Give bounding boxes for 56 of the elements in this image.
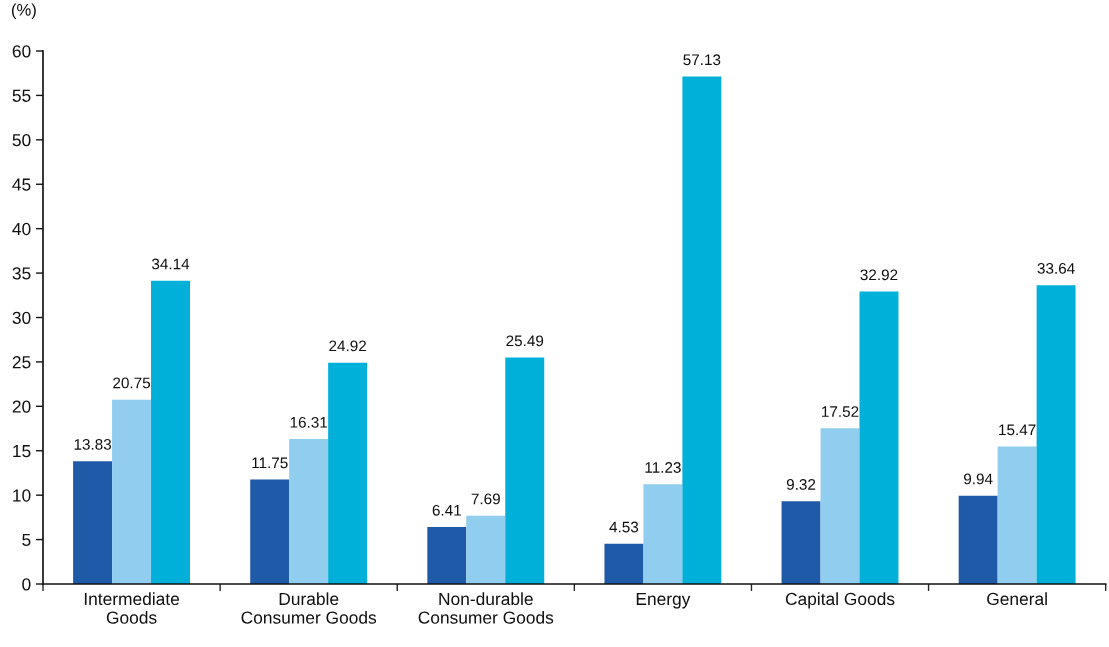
y-tick-label: 0: [22, 578, 31, 591]
data-label: 7.69: [471, 493, 500, 505]
bar: [997, 446, 1037, 584]
y-tick-label: 25: [12, 356, 31, 369]
y-tick-label: 20: [12, 400, 31, 413]
bar: [328, 362, 368, 584]
bar: [859, 291, 899, 584]
bar: [604, 543, 644, 584]
data-label: 6.41: [432, 504, 461, 516]
y-tick-label: 50: [12, 134, 31, 147]
y-tick-label: 35: [12, 267, 31, 280]
y-tick-label: 30: [12, 311, 31, 324]
bar: [958, 495, 998, 584]
x-tick-label: General: [987, 592, 1047, 606]
data-label: 32.92: [860, 269, 898, 281]
data-label: 17.52: [822, 406, 859, 418]
y-tick-label: 60: [12, 45, 31, 58]
data-label: 9.94: [964, 473, 993, 485]
data-label: 16.31: [290, 416, 328, 428]
data-label: 11.75: [252, 457, 288, 469]
bar: [112, 399, 152, 584]
bar: [427, 527, 467, 584]
x-tick-label: Durable Consumer Goods: [241, 592, 377, 624]
y-tick-label: 40: [12, 222, 31, 236]
bar: [289, 439, 329, 584]
y-axis-title: (%): [11, 3, 36, 20]
data-label: 25.49: [506, 335, 544, 347]
data-label: 9.32: [786, 479, 816, 490]
y-tick-label: 55: [12, 89, 31, 102]
data-label: 15.47: [999, 424, 1036, 436]
x-tick-label: Intermediate Goods: [84, 592, 180, 624]
bar: [643, 484, 683, 584]
x-tick-label: Non-durable Consumer Goods: [418, 592, 554, 624]
x-tick-label: Energy: [636, 592, 691, 609]
data-label: 57.13: [683, 54, 721, 66]
data-label: 34.14: [151, 258, 190, 270]
bar: [820, 428, 860, 584]
data-label: 20.75: [113, 377, 151, 389]
bar: [466, 515, 506, 584]
bar: [1036, 285, 1076, 584]
bar: [151, 280, 190, 584]
x-tick-label: Capital Goods: [785, 592, 895, 609]
bar: [682, 76, 722, 584]
y-tick-label: 5: [22, 533, 31, 547]
bar: [505, 357, 545, 584]
y-tick-label: 15: [13, 445, 31, 458]
data-label: 4.53: [609, 521, 639, 533]
bar: [73, 461, 113, 584]
bar: [781, 501, 821, 584]
y-tick-label: 10: [13, 489, 31, 502]
data-label: 33.64: [1037, 262, 1075, 274]
data-label: 11.23: [645, 462, 681, 473]
y-tick-label: 45: [12, 178, 31, 191]
data-label: 13.83: [74, 438, 112, 450]
bar: [250, 479, 290, 584]
data-label: 24.92: [329, 340, 366, 352]
